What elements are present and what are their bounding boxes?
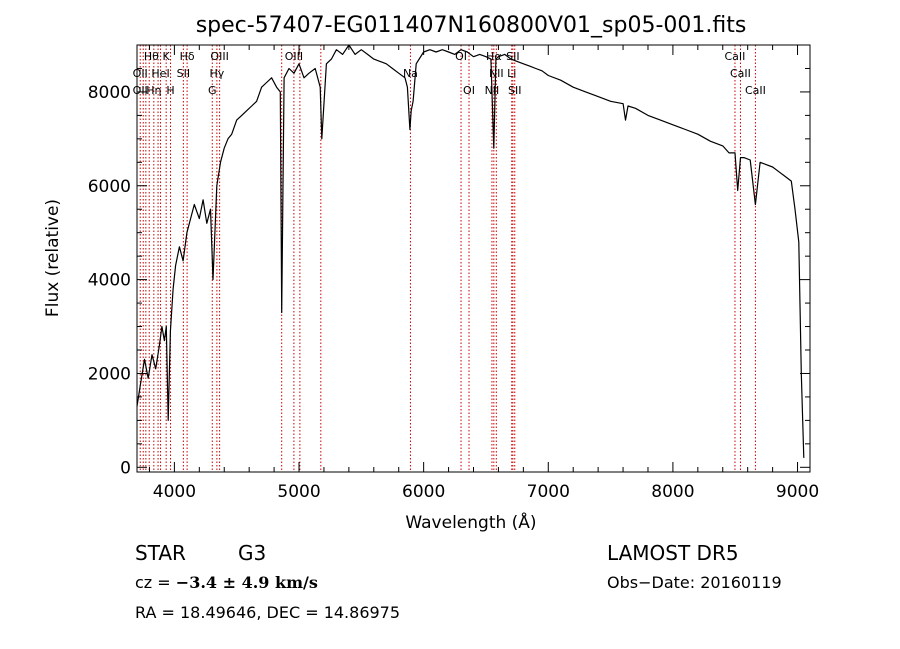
line-label: Na bbox=[403, 67, 418, 80]
x-tick-label: 7000 bbox=[527, 482, 570, 502]
line-label: CaII bbox=[725, 50, 746, 63]
ra-dec: RA = 18.49646, DEC = 14.86975 bbox=[135, 603, 401, 622]
y-tick-label: 4000 bbox=[88, 271, 131, 291]
y-tick-label: 2000 bbox=[88, 364, 131, 384]
cz-value: −3.4 ± 4.9 km/s bbox=[175, 573, 318, 592]
y-tick-label: 8000 bbox=[88, 83, 131, 103]
line-label: Hθ bbox=[144, 50, 159, 63]
line-label: Hη bbox=[146, 84, 161, 97]
chart-title: spec-57407-EG011407N160800V01_sp05-001.f… bbox=[196, 13, 747, 38]
line-label: NII bbox=[489, 67, 504, 80]
line-label: OII bbox=[133, 84, 148, 97]
cz-label: cz = bbox=[135, 573, 176, 592]
line-label: HeI bbox=[151, 67, 169, 80]
line-label: SII bbox=[508, 84, 521, 97]
spectrum-series-line bbox=[136, 44, 805, 458]
line-label: OII bbox=[133, 67, 148, 80]
x-tick-label: 4000 bbox=[153, 482, 196, 502]
survey-name: LAMOST DR5 bbox=[607, 541, 739, 565]
x-axis-label: Wavelength (Å) bbox=[405, 511, 536, 533]
line-labels-layer: Hθ K Hδ OIII OIII OI Hα SII CaII OII HeI SII Hγ Na NII… bbox=[133, 50, 766, 97]
line-label: OIII bbox=[285, 50, 303, 63]
spectral-subclass: G3 bbox=[238, 541, 267, 565]
x-tick-label: 9000 bbox=[776, 482, 819, 502]
x-tick-label: 6000 bbox=[402, 482, 445, 502]
y-axis-label: Flux (relative) bbox=[43, 199, 63, 317]
line-label: G bbox=[208, 84, 217, 97]
obs-date: Obs−Date: 20160119 bbox=[607, 573, 782, 592]
line-label: CaII bbox=[730, 67, 751, 80]
cz-readout: cz = −3.4 ± 4.9 km/s bbox=[135, 573, 318, 592]
line-label: CaII bbox=[745, 84, 766, 97]
line-label: OIII bbox=[210, 50, 228, 63]
line-label: K bbox=[163, 50, 171, 63]
line-label: H bbox=[166, 84, 174, 97]
line-label: OI bbox=[463, 84, 475, 97]
object-class: STAR bbox=[135, 541, 186, 565]
line-label: SII bbox=[506, 50, 519, 63]
spectral-lines-layer bbox=[139, 45, 756, 472]
x-tick-label: 5000 bbox=[277, 482, 320, 502]
line-label: Hδ bbox=[180, 50, 195, 63]
line-label: SII bbox=[177, 67, 190, 80]
line-label: Hγ bbox=[209, 67, 224, 80]
line-label: Li bbox=[507, 67, 516, 80]
spectrum-layer bbox=[136, 44, 805, 458]
line-label: OI bbox=[455, 50, 467, 63]
y-tick-label: 0 bbox=[120, 458, 131, 478]
x-tick-label: 8000 bbox=[651, 482, 694, 502]
line-label: NII bbox=[485, 84, 500, 97]
ticks-layer: 4000 5000 6000 7000 8000 9000 0 2000 4000 6000 800… bbox=[88, 45, 819, 502]
y-tick-label: 6000 bbox=[88, 177, 131, 197]
line-label: Hα bbox=[486, 50, 502, 63]
plot-frame bbox=[136, 44, 811, 473]
